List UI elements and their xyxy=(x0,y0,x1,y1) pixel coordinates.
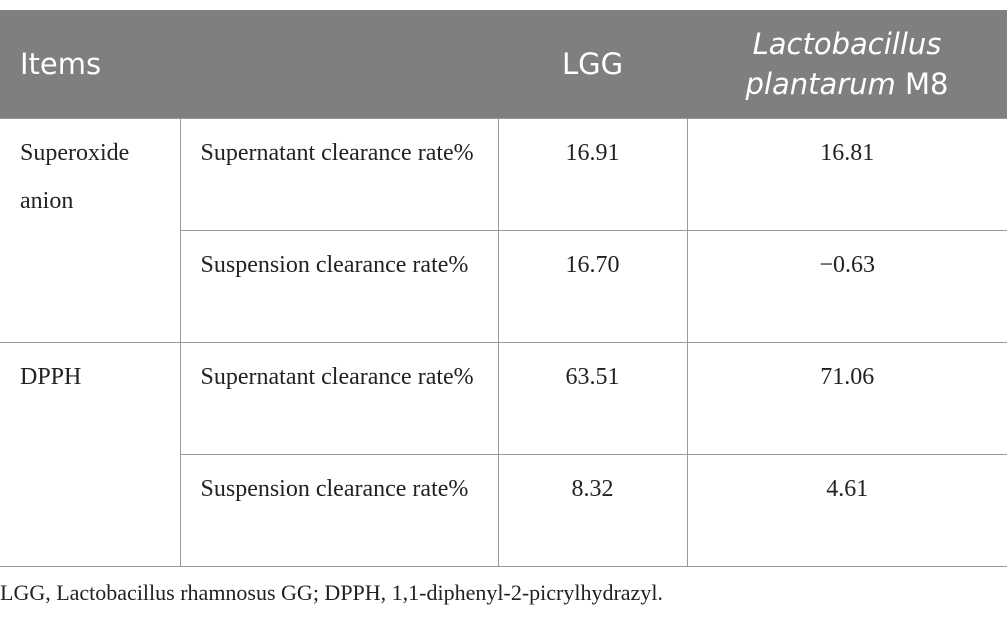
group-cell: DPPH xyxy=(0,341,181,567)
table-body: Superoxide anion Supernatant clearance ra… xyxy=(0,117,1007,567)
value-cell: 16.81 xyxy=(686,117,1007,231)
header-cell: Items xyxy=(0,10,498,118)
group-cell: Superoxide anion xyxy=(0,117,181,343)
value-cell: −0.63 xyxy=(686,229,1007,343)
item-cell: Supernatant clearance rate% xyxy=(179,117,499,231)
value-cell: 63.51 xyxy=(497,341,688,455)
header-row: Items LGG Lactobacillus plantarum M8 xyxy=(0,10,1007,118)
value-cell: 71.06 xyxy=(686,341,1007,455)
header-italic: Lactobacillus plantarum xyxy=(745,26,942,101)
item-cell: Supernatant clearance rate% xyxy=(179,341,499,455)
value-cell: 8.32 xyxy=(497,453,688,567)
table-row: Suspension clearance rate% 16.70 −0.63 xyxy=(0,229,1007,343)
item-cell: Suspension clearance rate% xyxy=(180,453,499,567)
data-table: Items LGG Lactobacillus plantarum M8 Sup… xyxy=(0,10,1007,567)
header-cell: Lactobacillus plantarum M8 xyxy=(687,10,1007,118)
footnote: LGG, Lactobacillus rhamnosus GG; DPPH, 1… xyxy=(0,580,663,605)
header-plain: M8 xyxy=(905,66,949,101)
table-row: Suspension clearance rate% 8.32 4.61 xyxy=(0,453,1007,567)
table-row: DPPH Supernatant clearance rate% 63.51 71.0… xyxy=(0,341,1007,567)
value-cell: 16.91 xyxy=(497,117,688,231)
table-row: Superoxide anion Supernatant clearance ra… xyxy=(0,117,1007,343)
value-cell: 4.61 xyxy=(686,453,1007,567)
header-cell: LGG xyxy=(498,10,687,118)
item-cell: Suspension clearance rate% xyxy=(180,229,499,343)
value-cell: 16.70 xyxy=(497,229,688,343)
